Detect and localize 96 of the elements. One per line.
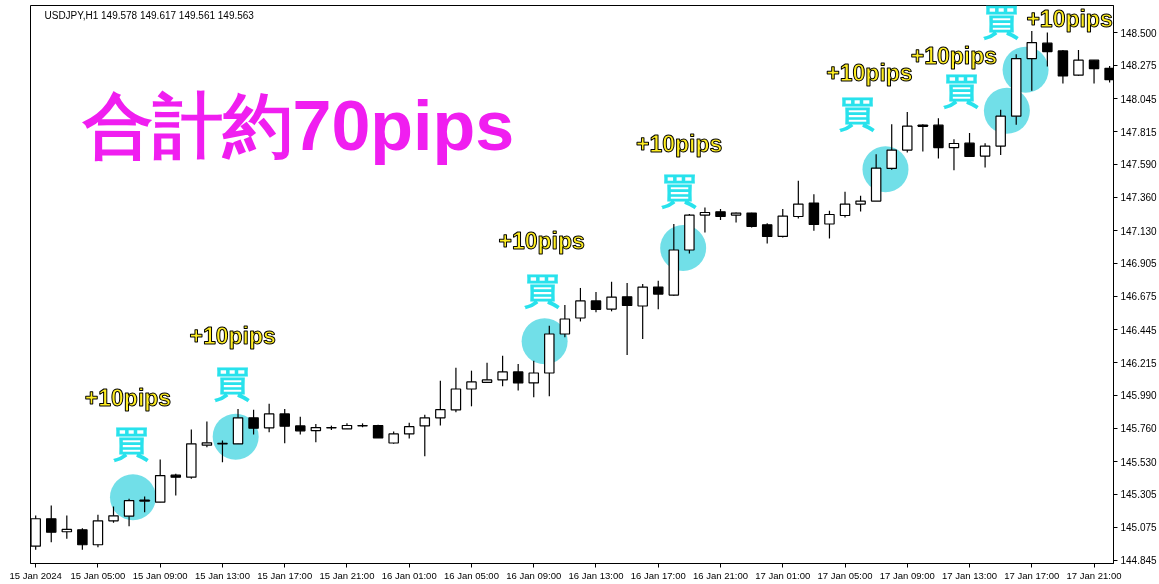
x-tick-label: 16 Jan 13:00 (568, 569, 624, 581)
candlestick (45, 504, 57, 543)
annotation: +10pips (84, 385, 172, 412)
annotation: +10pips (636, 130, 723, 157)
y-tick-label: 147.815 (1120, 126, 1158, 138)
x-tick-label: 15 Jan 05:00 (70, 569, 126, 581)
candlestick (497, 355, 508, 387)
candlestick (481, 362, 493, 383)
x-tick-label: 16 Jan 09:00 (506, 569, 562, 581)
x-tick-label: 16 Jan 21:00 (693, 569, 748, 581)
annotation: +10pips (189, 322, 276, 349)
y-tick-label: 145.305 (1120, 489, 1158, 501)
y-tick-label: 145.530 (1120, 456, 1158, 468)
candlestick (1088, 59, 1100, 85)
candlestick (170, 473, 182, 497)
y-tick-label: 148.275 (1120, 60, 1158, 72)
annotation: 合計約70pips (80, 86, 515, 165)
x-tick-label: 16 Jan 01:00 (381, 569, 437, 581)
candlestick (263, 403, 275, 433)
candlestick (217, 439, 228, 463)
candlestick (528, 360, 540, 398)
candlestick (839, 191, 851, 219)
candlestick (590, 291, 602, 313)
x-tick-label: 15 Jan 21:00 (319, 569, 375, 581)
candlestick (777, 208, 789, 239)
candlestick (575, 287, 586, 323)
candlestick (699, 206, 711, 233)
x-tick-label: 17 Jan 09:00 (879, 569, 935, 581)
candlestick (419, 414, 431, 457)
x-tick-label: 16 Jan 17:00 (630, 569, 686, 581)
x-tick-label: 17 Jan 05:00 (817, 569, 873, 581)
annotation: 買 (982, 1, 1019, 43)
candlestick (964, 132, 975, 158)
y-tick-label: 147.130 (1120, 225, 1158, 237)
candlestick (201, 421, 213, 448)
y-tick-label: 146.215 (1120, 357, 1158, 369)
candlestick (279, 408, 290, 444)
candlestick (248, 409, 259, 436)
candlestick (824, 210, 835, 240)
annotation: 買 (213, 363, 250, 405)
candlestick (61, 514, 73, 540)
candlestick (979, 142, 991, 169)
annotation: +10pips (826, 60, 913, 87)
candlestick (606, 281, 617, 312)
candlestick (948, 138, 960, 171)
candlestick (621, 282, 633, 356)
y-tick-label: 145.990 (1120, 390, 1158, 402)
candlestick (1026, 30, 1038, 92)
y-tick-label: 146.675 (1120, 291, 1158, 303)
y-tick-label: 146.445 (1120, 324, 1158, 336)
candlestick (793, 180, 804, 219)
y-tick-label: 148.045 (1120, 93, 1158, 105)
candlestick (730, 211, 742, 224)
candlestick (1073, 49, 1084, 77)
candlestick (310, 423, 322, 443)
x-tick-label: 15 Jan 13:00 (194, 569, 250, 581)
candlestick (435, 380, 446, 427)
candlestick (902, 111, 913, 154)
candlestick (933, 117, 944, 160)
annotation: 買 (942, 70, 979, 112)
candlestick (559, 304, 571, 338)
y-tick-label: 144.845 (1120, 555, 1158, 567)
y-tick-label: 145.075 (1120, 522, 1158, 534)
annotation: 買 (523, 269, 560, 311)
y-tick-label: 148.500 (1120, 27, 1158, 39)
x-tick-label: 16 Jan 05:00 (444, 569, 499, 581)
annotation: +10pips (498, 228, 585, 255)
candlestick (450, 367, 462, 413)
candlestick (808, 193, 820, 232)
annotation: +10pips (1026, 5, 1113, 32)
x-tick-label: 17 Jan 17:00 (1004, 569, 1060, 581)
x-tick-label: 15 Jan 17:00 (257, 569, 313, 581)
candlestick (886, 123, 897, 171)
candlestick (652, 280, 664, 310)
annotation: +10pips (910, 42, 998, 69)
y-tick-label: 146.905 (1120, 258, 1158, 270)
y-tick-label: 145.760 (1120, 423, 1158, 435)
candlestick (637, 283, 648, 340)
annotation: 買 (112, 422, 149, 464)
candlestick (92, 514, 104, 548)
y-tick-label: 147.590 (1120, 159, 1158, 171)
x-tick-label: 15 Jan 09:00 (132, 569, 188, 581)
annotation: 買 (839, 92, 876, 134)
candlestick (512, 363, 524, 392)
x-tick-label: 15 Jan 2024 (9, 569, 62, 581)
x-tick-label: 17 Jan 21:00 (1066, 569, 1122, 581)
candlestick (77, 527, 88, 551)
x-tick-label: 17 Jan 01:00 (755, 569, 811, 581)
candlestick (761, 222, 773, 245)
candlestick (466, 370, 477, 407)
x-tick-label: 17 Jan 13:00 (942, 569, 997, 581)
candlestick (123, 498, 135, 527)
annotation: 買 (661, 170, 698, 212)
y-tick-label: 147.360 (1120, 192, 1158, 204)
candlestick (1042, 31, 1053, 68)
chart-title: USDJPY,H1 149.578 149.617 149.561 149.563 (44, 9, 255, 21)
